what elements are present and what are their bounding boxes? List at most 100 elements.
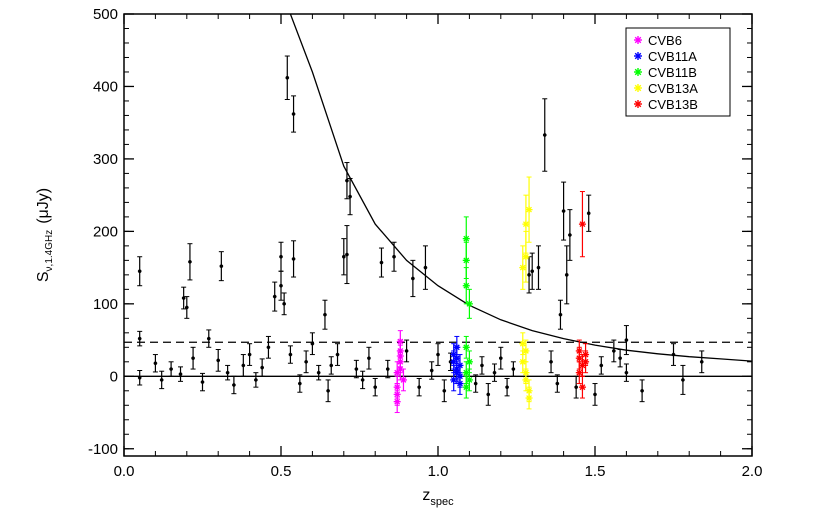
data-point <box>185 305 189 310</box>
data-point-stroke <box>185 305 189 310</box>
legend-label: CVB13B <box>648 97 698 112</box>
data-point-stroke <box>397 353 404 359</box>
data-point-stroke <box>587 211 591 215</box>
data-point-stroke <box>216 358 220 363</box>
data-point-stroke <box>576 369 583 376</box>
data-point-stroke <box>599 363 603 368</box>
data-point <box>549 360 553 364</box>
data-point-stroke <box>430 368 434 373</box>
data-point-stroke <box>561 209 566 213</box>
data-point <box>345 252 349 257</box>
y-tick-label: 400 <box>93 78 118 95</box>
data-point <box>574 385 578 389</box>
legend-marker-stroke <box>634 68 642 76</box>
data-point-stroke <box>188 260 192 264</box>
x-tick-label: 0.5 <box>271 463 292 480</box>
data-point-stroke <box>288 352 293 357</box>
data-point-stroke <box>360 378 365 382</box>
data-point-stroke <box>555 381 560 386</box>
data-point-stroke <box>200 380 205 384</box>
data-point <box>593 392 597 397</box>
data-point-stroke <box>681 378 685 382</box>
data-point-stroke <box>247 352 252 357</box>
data-point <box>522 220 530 228</box>
data-point <box>492 370 497 375</box>
data-point <box>417 385 421 389</box>
series-cvb11a <box>450 335 464 395</box>
data-point <box>272 294 277 299</box>
data-point <box>260 365 264 370</box>
data-point <box>522 376 530 384</box>
data-point-stroke <box>624 338 629 342</box>
data-point <box>465 376 473 384</box>
data-point-stroke <box>624 370 629 375</box>
data-point-stroke <box>486 392 490 397</box>
legend-item-cvb13b: CVB13B <box>634 97 698 112</box>
data-point <box>188 260 192 264</box>
data-point <box>456 361 464 369</box>
legend-item-cvb11a: CVB11A <box>634 49 697 64</box>
data-point-stroke <box>519 264 526 271</box>
data-point <box>456 380 464 388</box>
data-point-stroke <box>618 356 622 360</box>
data-point-stroke <box>178 372 183 376</box>
data-point-stroke <box>457 380 463 387</box>
data-point-stroke <box>519 340 526 347</box>
data-point <box>618 356 622 360</box>
data-point <box>568 233 572 237</box>
data-point <box>558 312 563 317</box>
y-tick-labels: -100 0 100 200 300 400 500 <box>88 6 118 458</box>
data-point <box>219 264 224 268</box>
data-point-stroke <box>417 385 421 389</box>
data-point-stroke <box>291 112 296 116</box>
data-point <box>423 265 428 270</box>
data-point-stroke <box>499 356 503 360</box>
data-point <box>462 282 470 290</box>
data-point-stroke <box>565 273 569 277</box>
data-point <box>345 178 349 183</box>
data-point-stroke <box>463 257 470 264</box>
data-point <box>291 257 296 261</box>
data-point <box>527 273 531 277</box>
data-point <box>519 264 527 272</box>
data-point <box>436 352 440 357</box>
data-point-stroke <box>523 221 529 228</box>
data-point-stroke <box>527 273 531 277</box>
data-point-stroke <box>232 383 236 387</box>
data-point-stroke <box>282 302 286 306</box>
data-point <box>429 368 434 373</box>
data-point-stroke <box>310 341 315 346</box>
data-point-stroke <box>298 381 302 386</box>
data-point-stroke <box>397 338 404 345</box>
data-point <box>282 302 286 306</box>
data-point-stroke <box>191 356 195 360</box>
data-point-stroke <box>463 282 470 289</box>
data-point-stroke <box>612 349 616 353</box>
data-point <box>640 388 644 393</box>
data-point <box>586 211 591 216</box>
data-point <box>499 356 503 360</box>
legend-item-cvb13a: CVB13A <box>634 81 698 96</box>
data-point <box>404 349 409 353</box>
data-point-stroke <box>543 133 547 137</box>
data-point-stroke <box>536 265 541 270</box>
data-point-stroke <box>404 349 409 353</box>
data-point <box>542 133 547 137</box>
data-point-stroke <box>273 294 277 299</box>
data-point-stroke <box>392 255 396 259</box>
data-point-stroke <box>266 345 271 350</box>
data-point-stroke <box>473 381 478 386</box>
data-point <box>465 358 473 366</box>
data-point-stroke <box>279 255 283 259</box>
data-point-stroke <box>423 265 428 270</box>
data-point <box>291 112 296 116</box>
data-point-stroke <box>526 206 532 213</box>
data-point <box>462 235 470 243</box>
data-point <box>247 352 252 357</box>
y-tick-label: -100 <box>88 441 118 458</box>
data-point <box>367 356 371 360</box>
y-axis-title-main: S <box>35 271 52 282</box>
data-point <box>511 367 516 371</box>
